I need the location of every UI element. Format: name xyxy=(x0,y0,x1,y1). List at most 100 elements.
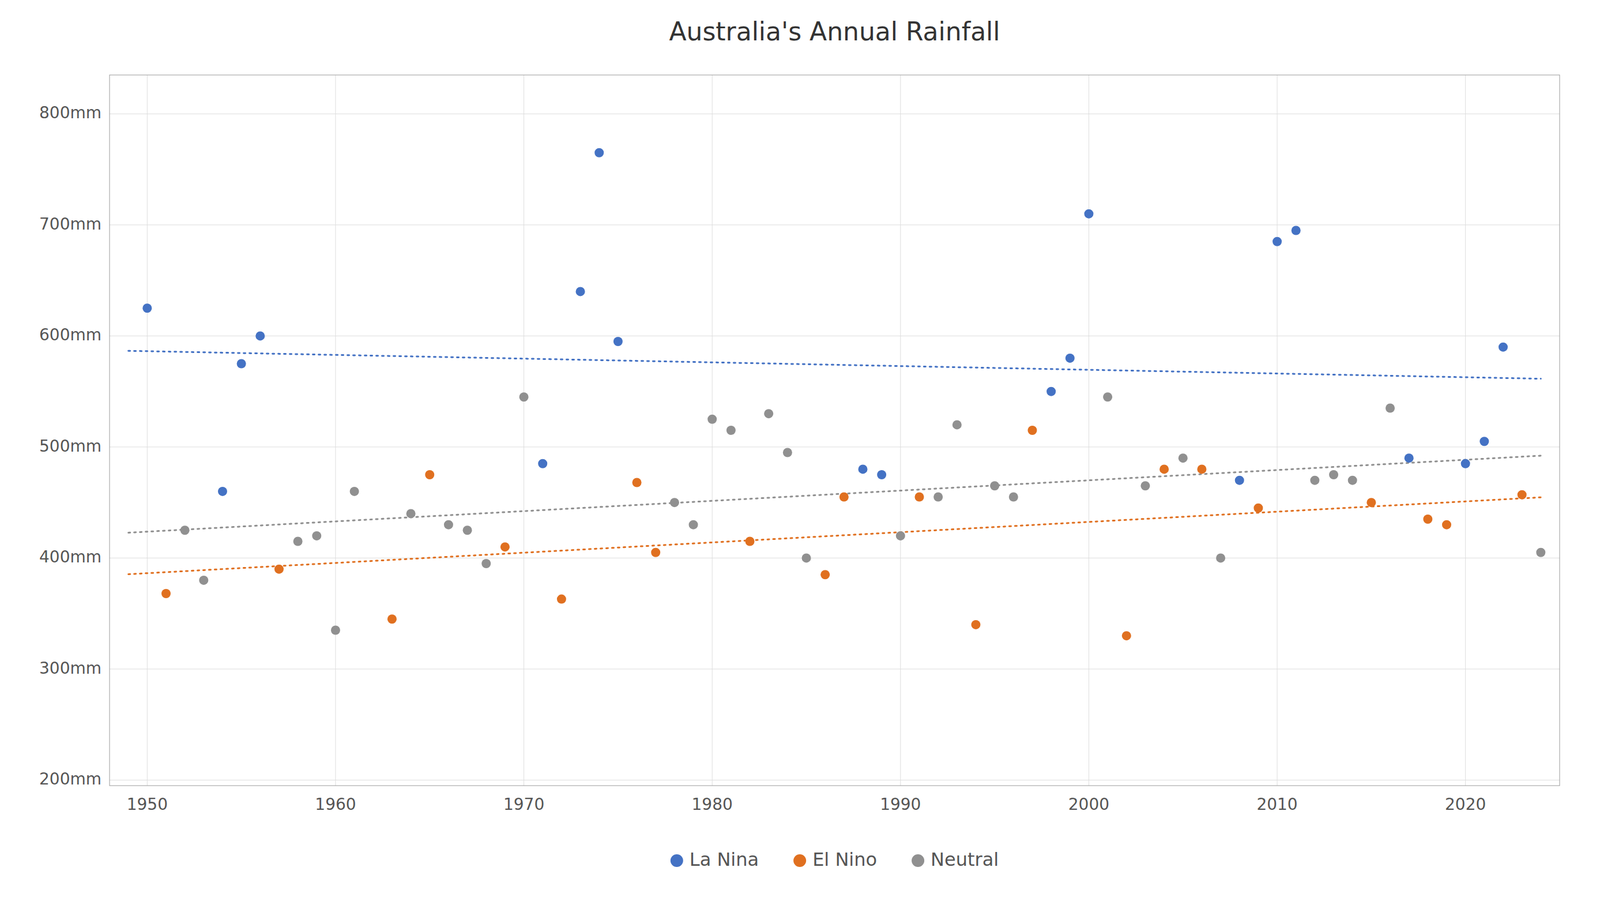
y-grid-line xyxy=(109,779,1560,781)
x-grid-line xyxy=(1465,74,1466,786)
trend-line xyxy=(128,350,1542,379)
point xyxy=(1009,492,1019,502)
point xyxy=(613,336,623,346)
x-tick-label: 1950 xyxy=(126,794,168,814)
y-grid-line xyxy=(109,224,1560,225)
trend-line xyxy=(128,455,1542,533)
point xyxy=(820,569,830,579)
point xyxy=(1385,403,1395,413)
point xyxy=(576,286,586,296)
point xyxy=(481,558,491,568)
legend-item: La Nina xyxy=(670,848,759,871)
y-tick-label: 300mm xyxy=(39,658,102,678)
legend: La Nina El Nino Neutral xyxy=(670,848,999,871)
point xyxy=(1536,547,1546,557)
legend-marker xyxy=(793,853,807,867)
x-grid-line xyxy=(900,74,901,786)
point xyxy=(1348,475,1358,485)
x-tick-label: 1970 xyxy=(503,794,545,814)
point xyxy=(952,419,962,429)
point xyxy=(1272,236,1282,247)
point xyxy=(1479,436,1489,446)
x-tick-label: 1960 xyxy=(314,794,356,814)
point xyxy=(1065,353,1075,363)
x-tick-label: 2020 xyxy=(1444,794,1486,814)
y-grid-line xyxy=(109,113,1560,115)
grid xyxy=(109,74,1560,786)
point xyxy=(311,531,322,541)
point xyxy=(556,594,567,604)
marks xyxy=(128,148,1546,640)
x-tick-label: 2010 xyxy=(1256,794,1298,814)
x-grid-line xyxy=(147,74,148,786)
point xyxy=(537,458,548,469)
point xyxy=(161,588,171,598)
x-tick-label: 2000 xyxy=(1068,794,1110,814)
point xyxy=(839,492,849,502)
point xyxy=(669,497,680,507)
y-tick-label: 200mm xyxy=(39,769,102,789)
axes: 200mm300mm400mm500mm600mm700mm800mm19501… xyxy=(39,74,1560,814)
point xyxy=(1159,464,1169,474)
point xyxy=(1422,514,1433,524)
legend-label: El Nino xyxy=(812,848,877,871)
point xyxy=(632,477,642,487)
point xyxy=(349,486,360,496)
series-points xyxy=(161,425,1527,640)
point xyxy=(519,392,529,402)
point xyxy=(1498,342,1508,352)
point xyxy=(1404,453,1414,463)
x-grid-line xyxy=(334,74,336,786)
point xyxy=(594,148,604,158)
point xyxy=(1046,386,1056,397)
y-tick-label: 800mm xyxy=(39,103,102,123)
point xyxy=(236,359,247,369)
y-tick-label: 500mm xyxy=(39,436,102,456)
x-grid-line xyxy=(712,74,713,786)
y-grid-line xyxy=(109,335,1560,337)
chart: Australia's Annual Rainfall200mm300mm400… xyxy=(0,0,1600,901)
legend-item: Neutral xyxy=(911,848,999,871)
x-grid-line xyxy=(523,74,525,786)
point xyxy=(1027,425,1037,435)
x-grid-line xyxy=(1088,74,1090,786)
point xyxy=(970,619,981,630)
y-grid-line xyxy=(109,668,1560,669)
point xyxy=(1178,453,1188,463)
x-tick-label: 1980 xyxy=(691,794,733,814)
point xyxy=(1102,392,1113,402)
point xyxy=(802,552,812,563)
series-points xyxy=(180,392,1546,635)
y-tick-label: 600mm xyxy=(39,325,102,345)
point xyxy=(933,492,943,502)
legend-label: La Nina xyxy=(689,848,759,871)
point xyxy=(857,464,868,474)
y-grid-line xyxy=(109,446,1560,447)
point xyxy=(896,531,906,541)
legend-label: Neutral xyxy=(930,848,999,871)
point xyxy=(1291,226,1301,236)
point xyxy=(1309,475,1320,485)
point xyxy=(1196,464,1207,474)
title: Australia's Annual Rainfall xyxy=(668,16,1000,47)
point xyxy=(198,575,209,585)
point xyxy=(462,525,473,535)
point xyxy=(217,486,228,496)
point xyxy=(1235,475,1245,485)
point xyxy=(1366,497,1376,507)
point xyxy=(650,547,661,557)
legend-marker xyxy=(911,853,925,867)
point xyxy=(914,492,924,502)
point xyxy=(387,614,397,624)
plot-frame xyxy=(109,74,1560,786)
point xyxy=(1083,209,1094,219)
point xyxy=(1216,552,1226,563)
point xyxy=(274,564,284,574)
point xyxy=(876,469,887,480)
point xyxy=(500,541,510,552)
point xyxy=(255,330,265,341)
point xyxy=(1517,490,1527,500)
point xyxy=(406,508,416,518)
point xyxy=(330,625,341,635)
legend-item: El Nino xyxy=(793,848,877,871)
